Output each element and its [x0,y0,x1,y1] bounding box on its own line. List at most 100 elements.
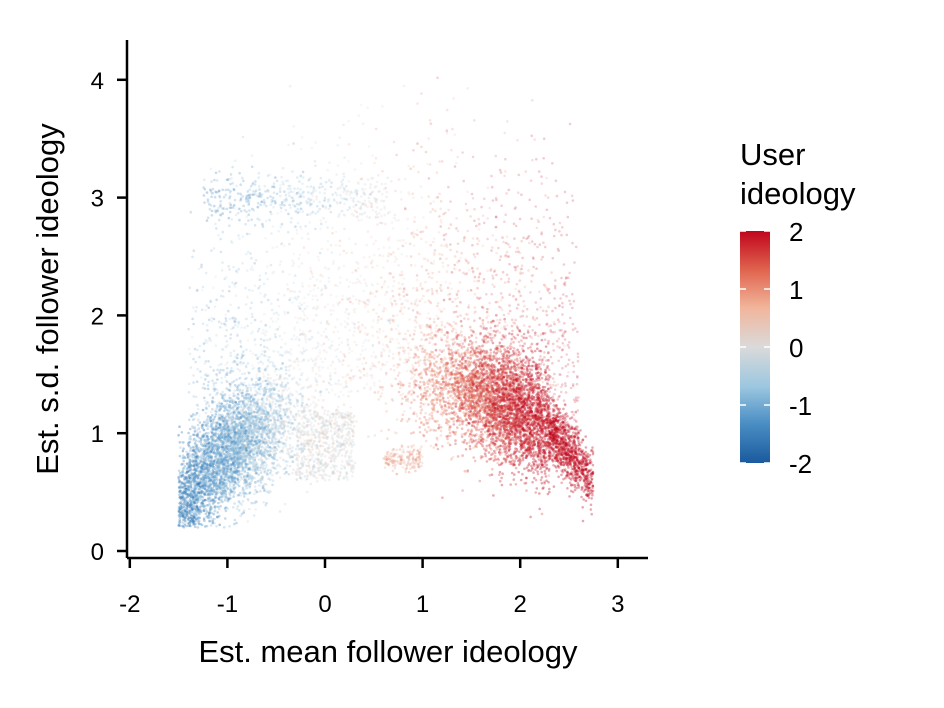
data-point [225,401,229,404]
data-point [560,481,563,485]
data-point [543,435,547,439]
data-point [452,423,456,426]
data-point [257,458,261,461]
data-point [512,423,516,426]
data-point [305,490,309,494]
data-point [428,413,432,416]
data-point [197,522,201,526]
data-point [511,390,515,393]
data-point [554,442,558,445]
data-point [511,419,515,423]
data-point [567,430,571,434]
data-point [520,418,524,422]
data-point [433,370,436,374]
data-point [419,344,422,348]
data-point [216,378,219,381]
data-point [508,447,512,451]
data-point [574,477,578,480]
data-point [444,381,448,384]
data-point [564,448,567,451]
data-point [559,418,562,421]
data-point [208,491,211,495]
data-point [236,477,239,480]
data-point [417,355,420,359]
data-point [212,417,216,421]
data-point [287,472,291,476]
data-point [466,430,470,433]
data-point [508,332,511,335]
data-point [259,337,263,341]
data-point [264,504,267,507]
data-point [485,396,488,400]
data-point [373,434,377,437]
data-point [546,424,549,427]
data-point [262,501,266,504]
data-point [468,440,471,444]
data-point [423,402,426,406]
data-point [206,387,210,391]
data-point [379,395,382,398]
data-point [380,392,384,395]
data-point [194,442,197,446]
data-point [279,421,283,424]
data-point [223,448,227,452]
data-point [589,503,593,507]
data-point [452,420,456,423]
data-point [479,435,483,439]
data-point [407,417,411,421]
data-point [247,452,250,456]
data-point [500,376,504,380]
data-point [244,451,247,454]
data-point [187,431,190,435]
data-point [428,325,431,329]
data-point [177,434,180,437]
data-point [518,432,522,436]
data-point [265,398,269,402]
data-point [240,469,244,473]
data-point [239,494,243,497]
data-point [400,402,404,406]
data-point [509,421,512,424]
data-point [536,347,539,351]
data-point [559,425,563,429]
data-point [219,451,223,455]
data-point [219,466,222,470]
data-point [521,472,524,476]
data-point [546,420,550,423]
data-point [535,487,539,490]
data-point [510,337,513,341]
data-point [210,480,213,483]
data-point [485,439,488,442]
data-point [508,406,512,409]
data-point [231,417,235,421]
data-point [562,407,565,411]
data-point [251,383,255,386]
data-point [435,371,439,375]
data-point [517,470,520,474]
data-point [439,434,443,437]
data-point [478,417,482,421]
data-point [502,375,506,379]
data-point [520,384,523,387]
data-point [205,454,209,458]
data-point [353,461,357,465]
data-point [536,383,539,386]
data-point [224,475,227,478]
data-point [279,424,282,427]
data-point [546,406,550,410]
data-point [271,479,275,483]
data-point [253,386,256,389]
data-point [191,456,194,459]
data-point [504,442,507,446]
data-point [537,448,541,451]
data-point [526,369,529,373]
data-point [243,372,246,375]
data-point [468,447,472,451]
data-point [552,435,556,438]
data-point [574,472,577,475]
data-point [261,407,265,410]
data-point [225,482,228,485]
data-point [313,396,317,399]
data-point [265,379,268,383]
data-point [499,479,502,483]
